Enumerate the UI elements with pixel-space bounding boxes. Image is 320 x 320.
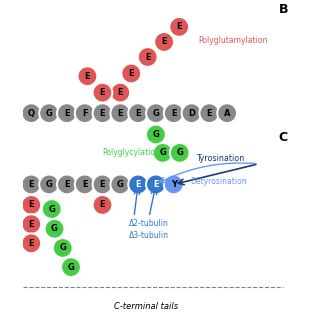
Text: D: D bbox=[188, 109, 195, 118]
Text: G: G bbox=[159, 148, 166, 157]
Text: E: E bbox=[28, 180, 34, 189]
Circle shape bbox=[110, 174, 130, 194]
Circle shape bbox=[110, 103, 130, 123]
Circle shape bbox=[42, 199, 62, 219]
Text: C-terminal tails: C-terminal tails bbox=[114, 302, 178, 311]
Text: Tyrosination: Tyrosination bbox=[196, 154, 244, 163]
Text: G: G bbox=[176, 148, 183, 157]
Text: E: E bbox=[117, 88, 123, 97]
Text: E: E bbox=[117, 109, 123, 118]
Circle shape bbox=[39, 103, 59, 123]
Circle shape bbox=[110, 83, 130, 102]
Circle shape bbox=[39, 174, 59, 194]
Circle shape bbox=[21, 103, 41, 123]
Text: Polyglutamylation: Polyglutamylation bbox=[198, 36, 268, 45]
Text: C: C bbox=[279, 131, 288, 144]
Text: E: E bbox=[64, 109, 70, 118]
Circle shape bbox=[45, 219, 64, 239]
Circle shape bbox=[164, 103, 184, 123]
Text: E: E bbox=[145, 52, 150, 61]
Text: E: E bbox=[153, 180, 159, 189]
Text: E: E bbox=[100, 88, 105, 97]
Text: Δ3-tubulin: Δ3-tubulin bbox=[129, 231, 169, 240]
Circle shape bbox=[61, 257, 81, 277]
Text: E: E bbox=[135, 180, 141, 189]
Circle shape bbox=[182, 103, 201, 123]
Text: E: E bbox=[28, 200, 34, 209]
Circle shape bbox=[170, 143, 189, 163]
Text: Δ2-tubulin: Δ2-tubulin bbox=[129, 219, 168, 228]
Circle shape bbox=[21, 195, 41, 215]
Circle shape bbox=[21, 174, 41, 194]
Circle shape bbox=[53, 238, 73, 258]
Circle shape bbox=[92, 174, 112, 194]
Text: E: E bbox=[176, 22, 182, 31]
Circle shape bbox=[146, 174, 166, 194]
Circle shape bbox=[169, 17, 189, 37]
Circle shape bbox=[217, 103, 237, 123]
Circle shape bbox=[92, 83, 112, 102]
Text: A: A bbox=[224, 109, 230, 118]
Text: G: G bbox=[152, 109, 159, 118]
Circle shape bbox=[128, 174, 148, 194]
Text: E: E bbox=[135, 109, 141, 118]
Text: E: E bbox=[28, 220, 34, 228]
Circle shape bbox=[92, 195, 112, 215]
Circle shape bbox=[75, 103, 94, 123]
Text: E: E bbox=[84, 72, 90, 81]
Circle shape bbox=[146, 125, 166, 144]
Circle shape bbox=[146, 103, 166, 123]
Text: G: G bbox=[59, 244, 66, 252]
Text: E: E bbox=[206, 109, 212, 118]
Circle shape bbox=[75, 174, 94, 194]
Text: F: F bbox=[82, 109, 87, 118]
Text: Polyglycylation: Polyglycylation bbox=[102, 148, 160, 156]
Circle shape bbox=[164, 174, 184, 194]
Circle shape bbox=[57, 103, 77, 123]
Text: Detyrosination: Detyrosination bbox=[190, 177, 247, 186]
Text: G: G bbox=[51, 224, 58, 233]
Circle shape bbox=[128, 103, 148, 123]
Circle shape bbox=[77, 66, 97, 86]
Text: Q: Q bbox=[28, 109, 35, 118]
Circle shape bbox=[199, 103, 219, 123]
Text: E: E bbox=[161, 37, 167, 46]
Text: E: E bbox=[100, 200, 105, 209]
Circle shape bbox=[153, 143, 172, 163]
Text: G: G bbox=[48, 204, 55, 213]
Circle shape bbox=[154, 32, 174, 52]
Text: G: G bbox=[117, 180, 124, 189]
Text: E: E bbox=[100, 109, 105, 118]
Circle shape bbox=[57, 174, 77, 194]
Circle shape bbox=[121, 64, 141, 83]
Text: E: E bbox=[100, 180, 105, 189]
Text: E: E bbox=[28, 239, 34, 248]
Text: E: E bbox=[64, 180, 70, 189]
Text: E: E bbox=[82, 180, 87, 189]
Text: G: G bbox=[68, 263, 75, 272]
Text: G: G bbox=[152, 130, 159, 139]
Circle shape bbox=[21, 214, 41, 234]
Text: E: E bbox=[128, 69, 134, 78]
Text: G: G bbox=[46, 180, 52, 189]
Circle shape bbox=[138, 47, 157, 67]
Text: G: G bbox=[46, 109, 52, 118]
Text: Y: Y bbox=[171, 180, 177, 189]
Circle shape bbox=[92, 103, 112, 123]
Text: E: E bbox=[171, 109, 177, 118]
Text: B: B bbox=[278, 3, 288, 16]
Circle shape bbox=[21, 233, 41, 253]
